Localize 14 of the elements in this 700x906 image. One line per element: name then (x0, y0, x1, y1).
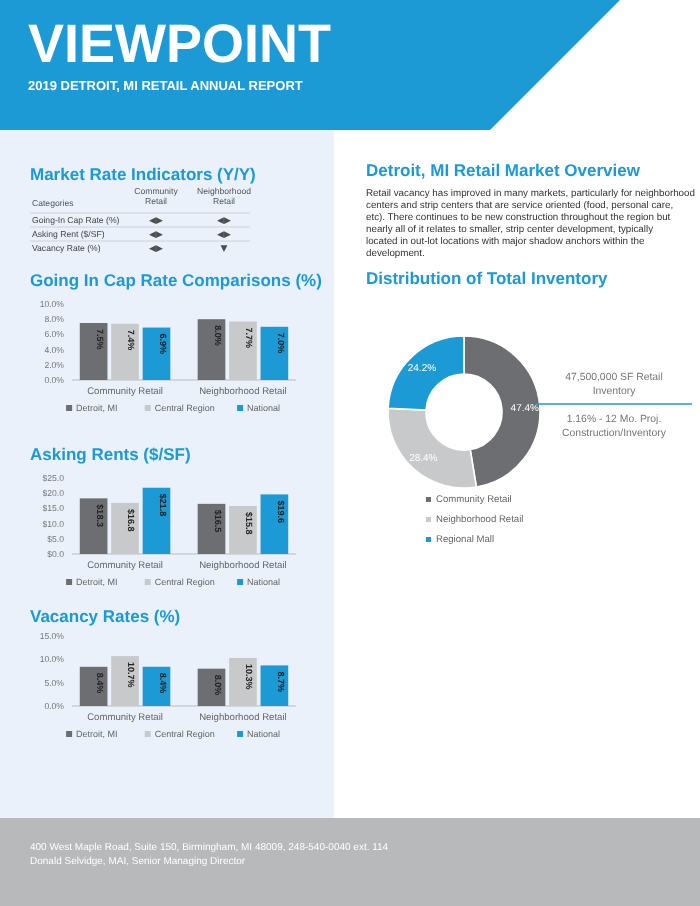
bar (260, 494, 289, 554)
text: Market Rate Indicators (Y/Y) (30, 164, 257, 184)
bar (142, 487, 171, 554)
bar (79, 498, 108, 554)
bar (111, 502, 139, 554)
chart-title: Distribution of Total Inventory (366, 268, 608, 288)
text: Detroit, MI Retail Market Overview (366, 160, 641, 180)
bar (229, 505, 257, 554)
text: VIEWPOINT (28, 14, 333, 74)
chart-title: Going In Cap Rate Comparisons (%) (30, 270, 323, 290)
chart-title: Vacancy Rates (%) (30, 606, 181, 626)
bar (229, 657, 257, 706)
chart-title: Asking Rents ($/SF) (30, 444, 191, 464)
bar (111, 656, 139, 706)
